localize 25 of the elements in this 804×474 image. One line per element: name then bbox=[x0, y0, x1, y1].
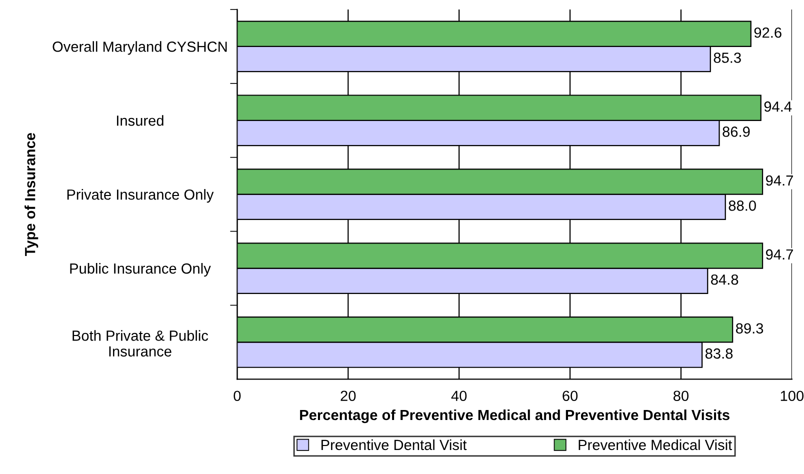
y-tick-label: Both Private & Public Insurance bbox=[72, 330, 208, 357]
x-axis-title: Percentage of Preventive Medical and Preventive Dental Visits bbox=[300, 409, 730, 424]
data-label: 83.8 bbox=[705, 348, 733, 359]
y-tick-label: Private Insurance Only bbox=[67, 189, 214, 203]
data-label: 94.7 bbox=[766, 249, 793, 260]
x-tick-label: 20 bbox=[340, 390, 356, 402]
y-tick-label: Insured bbox=[116, 115, 164, 126]
legend-label: Preventive Medical Visit bbox=[578, 439, 732, 450]
y-tick-label: Overall Maryland CYSHCN bbox=[52, 41, 227, 55]
x-tick-label: 60 bbox=[562, 390, 578, 402]
data-label: 86.9 bbox=[722, 126, 750, 137]
data-label: 89.3 bbox=[736, 323, 764, 334]
data-label: 94.4 bbox=[764, 101, 792, 112]
data-label: 88.0 bbox=[728, 200, 756, 211]
x-tick-label: 0 bbox=[234, 390, 241, 402]
y-tick-label: Public Insurance Only bbox=[70, 263, 211, 277]
data-label: 92.6 bbox=[754, 27, 782, 38]
data-label: 94.7 bbox=[766, 175, 793, 186]
x-tick-label: 80 bbox=[674, 390, 689, 402]
x-tick-label: 100 bbox=[780, 390, 804, 402]
y-axis-title: Type of Insurance bbox=[24, 132, 38, 256]
data-label: 85.3 bbox=[714, 52, 741, 63]
data-label: 84.8 bbox=[711, 274, 738, 285]
x-tick-label: 40 bbox=[451, 390, 467, 402]
legend-label: Preventive Dental Visit bbox=[322, 439, 467, 450]
